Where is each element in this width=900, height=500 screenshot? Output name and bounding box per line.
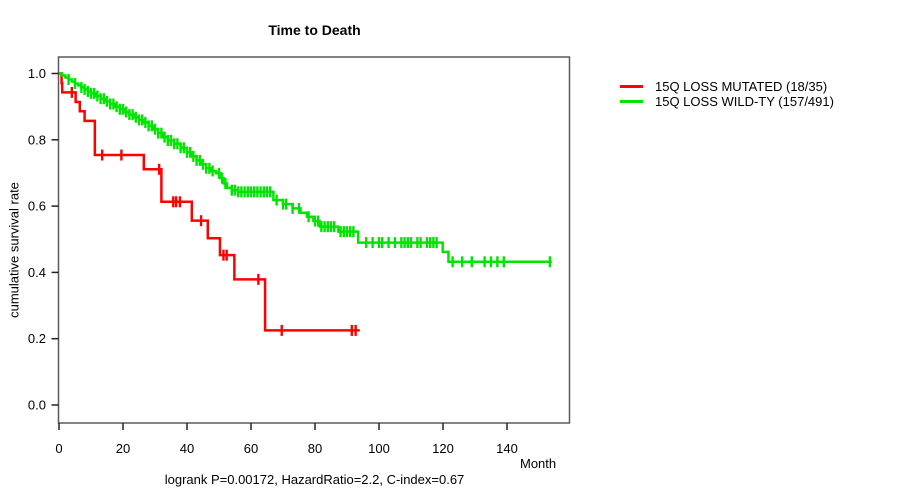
plot-frame — [57, 56, 571, 424]
x-tick-label: 0 — [55, 441, 62, 456]
y-tick-label: 0.8 — [28, 132, 46, 147]
legend-line-red-icon — [620, 85, 643, 88]
x-tick-label: 80 — [308, 441, 322, 456]
x-tick-label: 20 — [116, 441, 130, 456]
y-tick-label: 0.4 — [28, 265, 46, 280]
x-tick-label: 140 — [496, 441, 518, 456]
stats-caption: logrank P=0.00172, HazardRatio=2.2, C-in… — [164, 472, 465, 487]
legend-label-mutated: 15Q LOSS MUTATED (18/35) — [655, 79, 828, 94]
y-tick-label: 0.0 — [28, 398, 46, 413]
y-tick-label: 0.2 — [28, 331, 46, 346]
x-tick-label: 100 — [368, 441, 390, 456]
legend-line-green-icon — [620, 100, 643, 103]
y-tick-label: 0.6 — [28, 199, 46, 214]
legend-label-wildtype: 15Q LOSS WILD-TY (157/491) — [655, 94, 834, 109]
legend-row-wildtype: 15Q LOSS WILD-TY (157/491) — [620, 94, 834, 109]
survival-curve-wildtype — [59, 72, 552, 264]
x-tick-label: 120 — [432, 441, 454, 456]
x-tick-label: 40 — [180, 441, 194, 456]
x-tick-label: 60 — [244, 441, 258, 456]
y-tick-label: 1.0 — [28, 66, 46, 81]
legend-row-mutated: 15Q LOSS MUTATED (18/35) — [620, 79, 834, 94]
survival-curve-mutated — [59, 72, 360, 332]
plot-legend: 15Q LOSS MUTATED (18/35) 15Q LOSS WILD-T… — [620, 79, 834, 109]
x-axis-label: Month — [520, 456, 557, 471]
chart-title: Time to Death — [268, 22, 361, 38]
y-axis-label: cumulative survival rate — [6, 182, 22, 318]
